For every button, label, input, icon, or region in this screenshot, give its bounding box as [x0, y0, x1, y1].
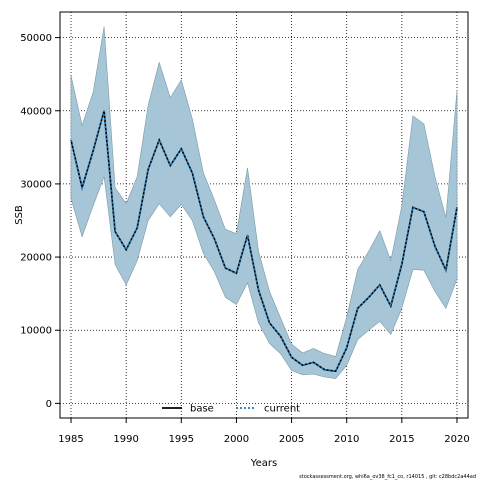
y-tick-label: 50000 [20, 33, 52, 44]
x-tick-label: 2015 [389, 434, 414, 445]
footer-text: stockassessment.org, whi6a_ov38_fc1_co, … [299, 474, 476, 480]
legend-label-base: base [190, 404, 214, 415]
x-tick-label: 2005 [279, 434, 304, 445]
series-line-current [70, 110, 458, 373]
plot-frame [59, 11, 469, 419]
legend: base current [162, 404, 300, 415]
series-lines [70, 110, 458, 373]
x-tick-label: 2000 [224, 434, 249, 445]
y-axis-title: SSB [14, 205, 25, 225]
y-tick-label: 0 [46, 399, 52, 410]
x-axis-title: Years [250, 458, 277, 469]
x-tick-label: 2020 [444, 434, 469, 445]
y-tick-label: 20000 [20, 253, 52, 264]
legend-label-current: current [264, 404, 300, 415]
y-tick-label: 30000 [20, 179, 52, 190]
band-area [70, 26, 458, 379]
x-axis: 1985 1990 1995 2000 2005 2010 2015 2020 [58, 418, 470, 445]
x-tick-label: 1995 [169, 434, 194, 445]
y-axis: 0 10000 20000 30000 40000 50000 [20, 33, 60, 410]
confidence-band [70, 26, 458, 379]
x-tick-label: 1990 [113, 434, 138, 445]
y-tick-label: 40000 [20, 106, 52, 117]
x-tick-label: 2010 [334, 434, 359, 445]
x-tick-label: 1985 [58, 434, 83, 445]
y-tick-label: 10000 [20, 326, 52, 337]
